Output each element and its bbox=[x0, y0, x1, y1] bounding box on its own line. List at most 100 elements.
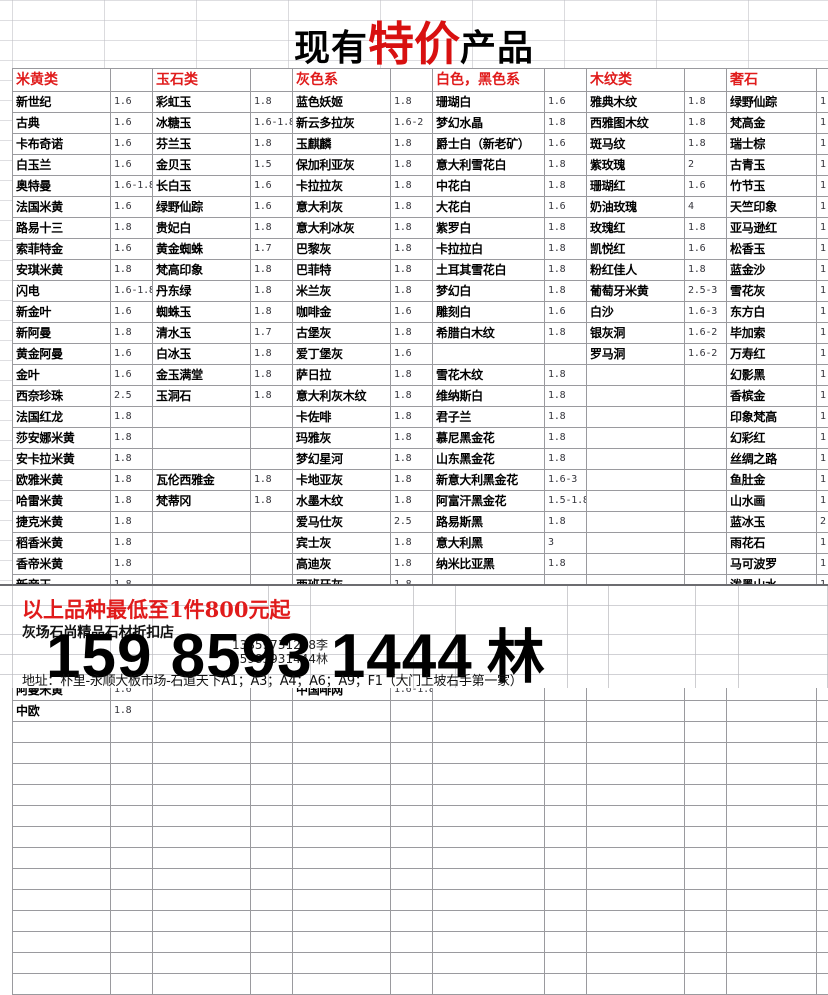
product-price-cell[interactable]: 1.5-1.8 bbox=[545, 491, 587, 512]
product-name-cell[interactable]: 紫玫瑰 bbox=[587, 155, 685, 176]
product-name-cell[interactable]: 金玉满堂 bbox=[153, 365, 251, 386]
product-name-cell[interactable] bbox=[587, 869, 685, 890]
product-price-cell[interactable] bbox=[111, 722, 153, 743]
product-price-cell[interactable] bbox=[685, 764, 727, 785]
product-price-cell[interactable]: 1.8 bbox=[391, 176, 433, 197]
product-price-cell[interactable] bbox=[817, 806, 828, 827]
product-price-cell[interactable]: 1.8 bbox=[391, 92, 433, 113]
product-price-cell[interactable] bbox=[251, 764, 293, 785]
product-price-cell[interactable]: 1.8 bbox=[251, 260, 293, 281]
product-name-cell[interactable]: 大花白 bbox=[433, 197, 545, 218]
product-price-cell[interactable] bbox=[685, 449, 727, 470]
product-name-cell[interactable] bbox=[293, 911, 391, 932]
product-name-cell[interactable]: 爱马仕灰 bbox=[293, 512, 391, 533]
product-name-cell[interactable] bbox=[587, 407, 685, 428]
product-price-cell[interactable]: 1.8 bbox=[817, 92, 828, 113]
product-name-cell[interactable]: 彩虹玉 bbox=[153, 92, 251, 113]
product-name-cell[interactable]: 亚马逊红 bbox=[727, 218, 817, 239]
product-price-cell[interactable]: 1.8 bbox=[391, 218, 433, 239]
product-name-cell[interactable]: 贵妃白 bbox=[153, 218, 251, 239]
product-name-cell[interactable]: 白沙 bbox=[587, 302, 685, 323]
product-price-cell[interactable] bbox=[391, 764, 433, 785]
product-name-cell[interactable]: 法国米黄 bbox=[13, 197, 111, 218]
product-price-cell[interactable] bbox=[111, 743, 153, 764]
product-price-cell[interactable] bbox=[817, 869, 828, 890]
product-name-cell[interactable] bbox=[587, 449, 685, 470]
product-name-cell[interactable] bbox=[433, 953, 545, 974]
product-name-cell[interactable]: 安琪米黄 bbox=[13, 260, 111, 281]
product-price-cell[interactable]: 1.8 bbox=[251, 344, 293, 365]
product-price-cell[interactable]: 1.6 bbox=[685, 239, 727, 260]
product-price-cell[interactable]: 1.8 bbox=[817, 281, 828, 302]
product-name-cell[interactable]: 斑马纹 bbox=[587, 134, 685, 155]
product-price-cell[interactable]: 1.8 bbox=[111, 407, 153, 428]
product-price-cell[interactable] bbox=[817, 932, 828, 953]
product-name-cell[interactable]: 萨日拉 bbox=[293, 365, 391, 386]
product-price-cell[interactable] bbox=[251, 869, 293, 890]
product-name-cell[interactable] bbox=[153, 827, 251, 848]
product-name-cell[interactable] bbox=[727, 932, 817, 953]
product-price-cell[interactable] bbox=[817, 974, 828, 995]
product-name-cell[interactable] bbox=[153, 932, 251, 953]
product-price-cell[interactable] bbox=[251, 533, 293, 554]
table-row[interactable] bbox=[13, 869, 828, 890]
table-row[interactable] bbox=[13, 953, 828, 974]
product-price-cell[interactable]: 1.6-2 bbox=[685, 323, 727, 344]
product-name-cell[interactable] bbox=[587, 827, 685, 848]
product-price-cell[interactable]: 1.6 bbox=[111, 365, 153, 386]
product-price-cell[interactable] bbox=[111, 785, 153, 806]
product-price-cell[interactable]: 1.8 bbox=[251, 134, 293, 155]
product-name-cell[interactable]: 古青玉 bbox=[727, 155, 817, 176]
product-name-cell[interactable]: 山东黑金花 bbox=[433, 449, 545, 470]
product-name-cell[interactable] bbox=[727, 806, 817, 827]
product-name-cell[interactable]: 新云多拉灰 bbox=[293, 113, 391, 134]
product-price-cell[interactable]: 1.8 bbox=[817, 491, 828, 512]
product-name-cell[interactable]: 玫瑰红 bbox=[587, 218, 685, 239]
product-name-cell[interactable]: 莎安娜米黄 bbox=[13, 428, 111, 449]
product-price-cell[interactable]: 1.8 bbox=[817, 134, 828, 155]
product-name-cell[interactable] bbox=[727, 869, 817, 890]
product-name-cell[interactable]: 君子兰 bbox=[433, 407, 545, 428]
product-price-cell[interactable] bbox=[111, 848, 153, 869]
product-price-cell[interactable]: 1.6 bbox=[817, 155, 828, 176]
product-name-cell[interactable] bbox=[293, 932, 391, 953]
product-name-cell[interactable]: 西奈珍珠 bbox=[13, 386, 111, 407]
product-name-cell[interactable] bbox=[727, 701, 817, 722]
product-price-cell[interactable]: 1.8 bbox=[545, 554, 587, 575]
product-name-cell[interactable]: 山水画 bbox=[727, 491, 817, 512]
product-price-cell[interactable]: 1.8 bbox=[391, 323, 433, 344]
product-name-cell[interactable]: 珊瑚红 bbox=[587, 176, 685, 197]
product-name-cell[interactable]: 卡布奇诺 bbox=[13, 134, 111, 155]
product-price-cell[interactable]: 1.7 bbox=[251, 239, 293, 260]
product-price-cell[interactable]: 1.6 bbox=[391, 302, 433, 323]
product-name-cell[interactable]: 香帝米黄 bbox=[13, 554, 111, 575]
product-price-cell[interactable] bbox=[391, 848, 433, 869]
product-price-cell[interactable] bbox=[251, 512, 293, 533]
product-name-cell[interactable] bbox=[13, 722, 111, 743]
product-name-cell[interactable] bbox=[293, 827, 391, 848]
product-price-cell[interactable] bbox=[545, 785, 587, 806]
product-name-cell[interactable]: 幻影黑 bbox=[727, 365, 817, 386]
product-name-cell[interactable] bbox=[587, 470, 685, 491]
product-price-cell[interactable] bbox=[111, 890, 153, 911]
product-name-cell[interactable]: 玉麒麟 bbox=[293, 134, 391, 155]
product-name-cell[interactable]: 卡佐啡 bbox=[293, 407, 391, 428]
product-name-cell[interactable]: 粉红佳人 bbox=[587, 260, 685, 281]
product-price-cell[interactable]: 1.8 bbox=[391, 134, 433, 155]
product-price-cell[interactable]: 1.8 bbox=[817, 407, 828, 428]
product-name-cell[interactable]: 黄金阿曼 bbox=[13, 344, 111, 365]
table-row[interactable] bbox=[13, 806, 828, 827]
product-price-cell[interactable]: 1.8 bbox=[391, 554, 433, 575]
product-name-cell[interactable]: 瑞士棕 bbox=[727, 134, 817, 155]
product-name-cell[interactable] bbox=[587, 890, 685, 911]
product-name-cell[interactable]: 紫罗白 bbox=[433, 218, 545, 239]
product-name-cell[interactable] bbox=[433, 344, 545, 365]
product-price-cell[interactable]: 1.6-2 bbox=[391, 113, 433, 134]
product-price-cell[interactable] bbox=[251, 785, 293, 806]
product-price-cell[interactable]: 1.8 bbox=[251, 302, 293, 323]
product-price-cell[interactable] bbox=[817, 953, 828, 974]
product-price-cell[interactable]: 2.5-3 bbox=[685, 281, 727, 302]
product-price-cell[interactable] bbox=[545, 344, 587, 365]
